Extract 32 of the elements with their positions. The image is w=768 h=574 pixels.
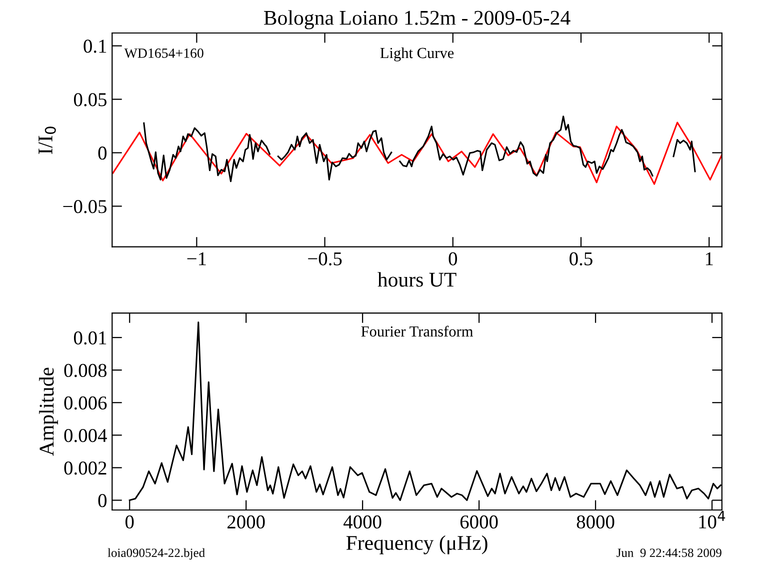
y-tick-label: −0.05 xyxy=(63,200,107,214)
text: loia090524-22.bjed xyxy=(108,548,205,560)
x-tick-label: −0.5 xyxy=(308,252,342,266)
x-tick-label: 0 xyxy=(125,515,134,529)
y-tick-label: 0 xyxy=(98,146,107,160)
y-tick-label: 0.1 xyxy=(84,40,106,53)
chart-title: Bologna Loiano 1.52m - 2009-05-24 xyxy=(264,10,570,30)
y-tick-label: 0.008 xyxy=(64,364,107,378)
x-tick-label: 2000 xyxy=(227,515,265,529)
x-tick-label: 0.5 xyxy=(570,252,592,266)
y-tick-label: 0.002 xyxy=(64,462,106,475)
annotation: Light Curve xyxy=(380,47,454,62)
annotation: Fourier Transform xyxy=(361,326,474,337)
y-tick-label: 0.05 xyxy=(74,93,107,106)
x-axis-title: Frequency (μHz) xyxy=(346,535,488,554)
x-tick-label: 0 xyxy=(448,252,458,266)
x-axis-title: hours UT xyxy=(378,272,456,287)
x-tick-label: 10$^{4}$ xyxy=(699,510,726,528)
x-tick-label: 6000 xyxy=(460,515,498,529)
y-tick-label: 0.006 xyxy=(64,396,107,410)
y-tick-label: 0.01 xyxy=(74,331,106,345)
line-series xyxy=(112,122,722,185)
y-axis-title: I/I$_{0}$ xyxy=(38,126,56,154)
y-axis-title: Amplitude xyxy=(39,368,58,456)
annotation: WD1654+160 xyxy=(124,48,204,58)
y-tick-label: 0.004 xyxy=(64,428,107,442)
text: Jun 9 22:44:58 2009 xyxy=(616,548,722,558)
x-tick-label: 8000 xyxy=(576,515,614,529)
x-tick-label: −1 xyxy=(187,252,206,266)
x-tick-label: 1 xyxy=(706,252,713,266)
y-tick-label: 0 xyxy=(98,494,107,508)
x-tick-label: 4000 xyxy=(344,515,382,529)
